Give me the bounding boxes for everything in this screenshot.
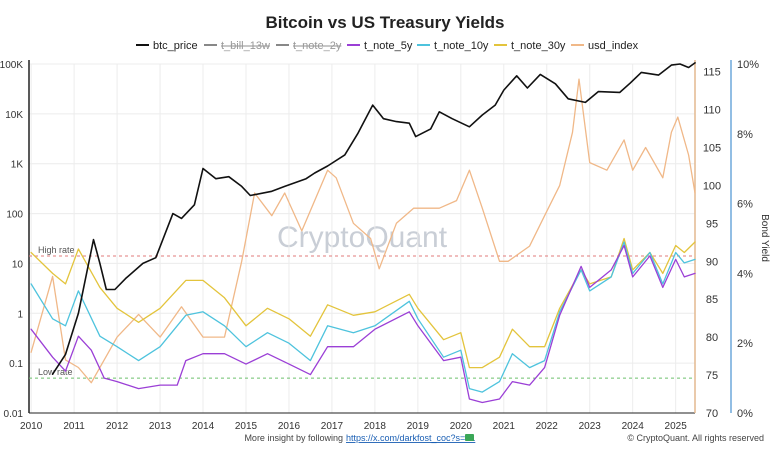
- right-tick-label: 6%: [737, 199, 753, 211]
- left-tick-label: 100K: [0, 60, 23, 71]
- x-tick-label: 2011: [63, 421, 85, 432]
- chart-title: Bitcoin vs US Treasury Yields: [265, 13, 504, 32]
- right-tick-label: 0%: [737, 408, 753, 420]
- mid-tick-label: 75: [706, 370, 718, 382]
- x-tick-label: 2015: [235, 421, 258, 432]
- series-line-usd-index: [30, 78, 696, 384]
- x-tick-label: 2024: [622, 421, 645, 432]
- footer-link[interactable]: https://x.com/darkfost_coc?s=21: [346, 433, 475, 443]
- x-tick-label: 2013: [149, 421, 172, 432]
- plot-area: 2010 2011 2012 2013 2014 2015 2016 2017 2018 2019…: [0, 59, 759, 432]
- legend: btc_price t_bill_13w t_note_2y t_note_5y…: [136, 40, 639, 52]
- legend-item-t-note-5y[interactable]: t_note_5y: [347, 40, 413, 52]
- legend-label-usd-index: usd_index: [588, 40, 639, 52]
- money-icon: [465, 434, 474, 441]
- left-tick-label: 0.01: [4, 409, 24, 420]
- mid-tick-label: 90: [706, 256, 718, 268]
- legend-label-btc-price: btc_price: [153, 40, 198, 52]
- series-line-t-note-5y: [30, 244, 696, 404]
- footer-text: More insight by following: [244, 433, 343, 443]
- series-line-t-note-30y: [30, 237, 696, 369]
- copyright: © CryptoQuant. All rights reserved: [627, 433, 764, 443]
- watermark: CryptoQuant: [277, 221, 448, 254]
- legend-label-t-bill-13w: t_bill_13w: [221, 40, 270, 52]
- right-tick-label: 8%: [737, 129, 753, 141]
- mid-tick-label: 70: [706, 408, 718, 420]
- left-tick-label: 100: [6, 210, 23, 221]
- reference-line-label: High rate: [38, 245, 75, 255]
- legend-item-t-note-2y[interactable]: t_note_2y: [276, 40, 342, 52]
- reference-line-label: Low rate: [38, 367, 73, 377]
- right-tick-label: 4%: [737, 268, 753, 280]
- mid-tick-label: 95: [706, 218, 718, 230]
- mid-tick-label: 110: [703, 105, 721, 117]
- right-tick-label: 10%: [737, 59, 759, 71]
- mid-tick-label: 80: [706, 332, 718, 344]
- x-tick-label: 2014: [192, 421, 215, 432]
- right-axis-title: Bond Yield: [759, 214, 770, 262]
- mid-tick-label: 105: [703, 142, 721, 154]
- x-tick-label: 2017: [321, 421, 344, 432]
- legend-item-t-note-30y[interactable]: t_note_30y: [494, 40, 566, 52]
- left-tick-label: 1: [17, 309, 23, 320]
- mid-tick-label: 115: [703, 67, 721, 79]
- footer: More insight by following https://x.com/…: [244, 433, 764, 443]
- legend-item-t-bill-13w[interactable]: t_bill_13w: [204, 40, 270, 52]
- x-tick-label: 2020: [450, 421, 473, 432]
- x-tick-label: 2019: [407, 421, 430, 432]
- x-tick-label: 2022: [536, 421, 559, 432]
- legend-label-t-note-5y: t_note_5y: [364, 40, 413, 52]
- left-tick-label: 1K: [11, 160, 24, 171]
- legend-label-t-note-2y: t_note_2y: [293, 40, 342, 52]
- legend-item-btc-price[interactable]: btc_price: [136, 40, 198, 52]
- left-tick-label: 10: [12, 259, 24, 270]
- legend-item-t-note-10y[interactable]: t_note_10y: [417, 40, 489, 52]
- mid-tick-label: 85: [706, 294, 718, 306]
- left-tick-label: 0.1: [9, 359, 23, 370]
- x-tick-label: 2016: [278, 421, 301, 432]
- x-tick-label: 2018: [364, 421, 387, 432]
- legend-label-t-note-30y: t_note_30y: [511, 40, 566, 52]
- x-tick-label: 2023: [579, 421, 602, 432]
- legend-item-usd-index[interactable]: usd_index: [571, 40, 639, 52]
- right-tick-label: 2%: [737, 338, 753, 350]
- x-tick-label: 2025: [665, 421, 688, 432]
- legend-label-t-note-10y: t_note_10y: [434, 40, 489, 52]
- series-line-btc-price: [51, 62, 696, 375]
- x-tick-label: 2021: [493, 421, 516, 432]
- mid-tick-label: 100: [703, 180, 721, 192]
- left-tick-label: 10K: [5, 110, 23, 121]
- x-tick-label: 2010: [20, 421, 43, 432]
- x-tick-label: 2012: [106, 421, 129, 432]
